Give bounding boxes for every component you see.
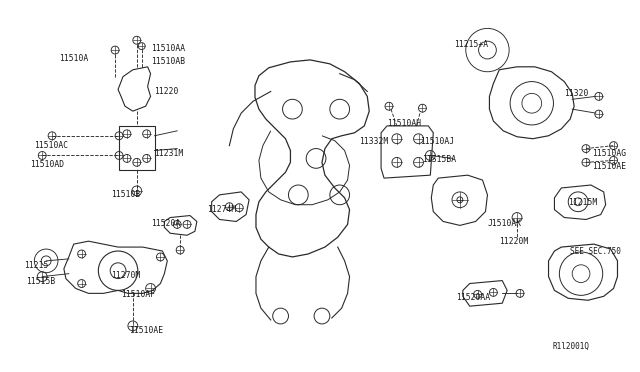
Text: 11510AJ: 11510AJ — [420, 137, 454, 146]
Text: 11510AC: 11510AC — [35, 141, 68, 150]
Text: R1l2001Q: R1l2001Q — [552, 341, 589, 351]
Text: 11510AF: 11510AF — [121, 291, 155, 299]
Text: 11515B: 11515B — [26, 277, 56, 286]
Text: 11220: 11220 — [154, 87, 179, 96]
Text: 11S15BA: 11S15BA — [422, 155, 456, 164]
Text: J1510AK: J1510AK — [488, 219, 522, 228]
Text: 11510AH: 11510AH — [387, 119, 421, 128]
Text: 11510A: 11510A — [59, 54, 88, 63]
Text: 11274M: 11274M — [207, 205, 236, 214]
Text: 11510AE: 11510AE — [129, 326, 163, 335]
Text: 11510AG: 11510AG — [592, 148, 626, 158]
Text: 11510AA: 11510AA — [150, 44, 185, 53]
Text: 11520A: 11520A — [150, 219, 180, 228]
Text: 11510AB: 11510AB — [150, 57, 185, 66]
Text: 11520AA: 11520AA — [456, 294, 490, 302]
Text: 11510B: 11510B — [111, 190, 140, 199]
Text: 11215: 11215 — [24, 261, 49, 270]
Text: 11510AD: 11510AD — [30, 160, 65, 169]
Text: SEE SEC.750: SEE SEC.750 — [570, 247, 621, 256]
Text: 11215+A: 11215+A — [454, 40, 488, 49]
Text: 11215M: 11215M — [568, 198, 598, 207]
Text: 11231M: 11231M — [154, 148, 184, 158]
Text: 11510AE: 11510AE — [592, 162, 626, 171]
Text: 11320: 11320 — [564, 89, 589, 99]
Text: 11332M: 11332M — [360, 137, 388, 146]
Text: 11270M: 11270M — [111, 271, 140, 280]
Text: 11220M: 11220M — [499, 237, 529, 246]
